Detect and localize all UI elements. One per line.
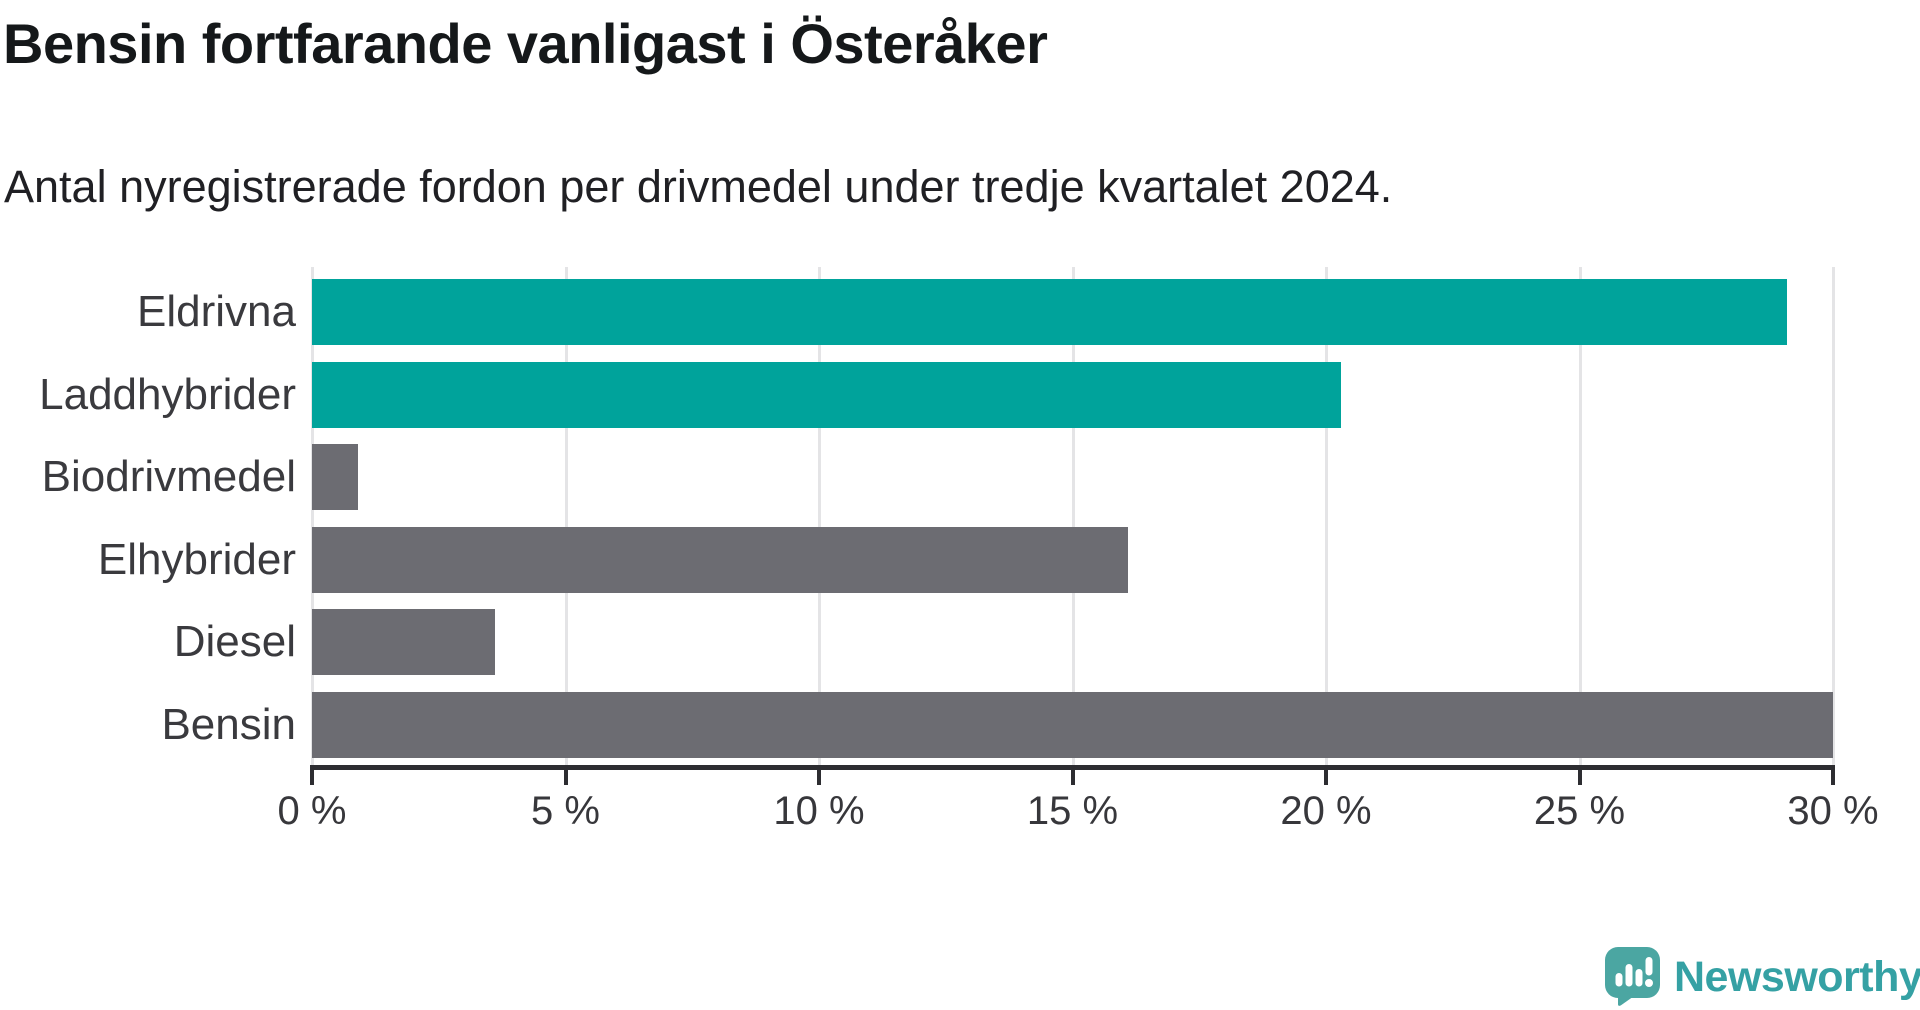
gridline-0%	[311, 267, 314, 765]
x-axis-tick-label: 15 %	[1026, 789, 1119, 833]
chart-subtitle: Antal nyregistrerade fordon per drivmede…	[4, 161, 1393, 212]
bar-elhybrider	[312, 526, 1129, 593]
bar-diesel	[312, 609, 495, 676]
category-label-laddhybrider: Laddhybrider	[39, 369, 296, 419]
x-axis-tick-label: 5 %	[531, 789, 600, 833]
plot-area: 0 % 5 % 10 % 15 % 20 % 25 % 30 %	[278, 267, 1879, 833]
gridline-5%	[564, 267, 568, 765]
bar-eldrivna	[312, 279, 1788, 345]
newsworthy-logo: Newsworthy	[1604, 946, 1920, 1008]
category-label-elhybrider: Elhybrider	[97, 534, 296, 584]
chart-title: Bensin fortfarande vanligast i Österåker	[3, 12, 1048, 75]
x-axis-tick	[1577, 765, 1582, 785]
x-axis-tick	[310, 765, 314, 785]
bar-laddhybrider	[312, 361, 1342, 428]
gridline-20%	[1325, 267, 1328, 765]
category-label-bensin: Bensin	[161, 700, 296, 749]
category-label-eldrivna: Eldrivna	[137, 287, 296, 336]
x-axis-tick-label: 30 %	[1787, 789, 1879, 833]
x-axis-tick-label: 0 %	[277, 789, 347, 833]
category-labels: Eldrivna Laddhybrider Biodrivmedel Elhybrid…	[0, 267, 296, 765]
x-axis-tick	[1324, 765, 1328, 785]
x-axis-tick	[1831, 765, 1835, 785]
x-axis-tick-label: 20 %	[1280, 789, 1372, 833]
x-axis-tick	[817, 765, 821, 785]
gridline-30%	[1832, 267, 1835, 765]
gridline-10%	[818, 267, 821, 765]
gridline-15%	[1071, 267, 1075, 765]
bar-biodrivmedel	[312, 444, 358, 511]
bar-bensin	[312, 692, 1833, 758]
x-axis-tick	[563, 765, 568, 785]
gridline-25%	[1578, 267, 1582, 765]
newsworthy-icon	[1605, 947, 1660, 1006]
x-axis-tick-label: 25 %	[1533, 789, 1626, 833]
category-label-diesel: Diesel	[173, 617, 296, 667]
newsworthy-wordmark: Newsworthy	[1674, 953, 1920, 1001]
x-axis-tick	[1070, 765, 1075, 785]
category-label-biodrivmedel: Biodrivmedel	[41, 452, 296, 502]
x-axis-tick-label: 10 %	[773, 789, 865, 833]
